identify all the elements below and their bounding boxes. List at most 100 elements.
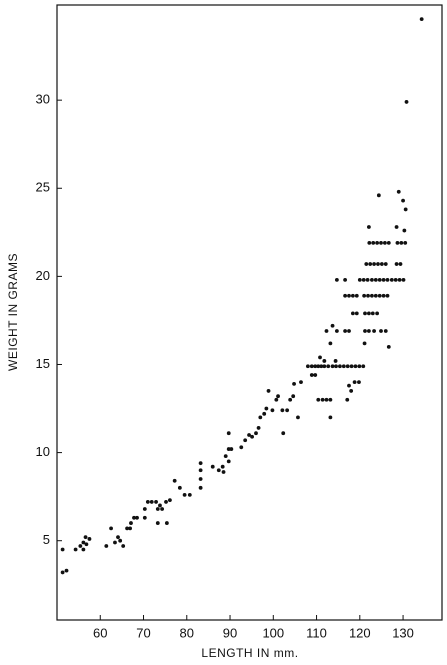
- y-axis-label: WEIGHT IN GRAMS: [6, 253, 20, 371]
- data-point: [367, 240, 372, 245]
- plot-frame: [56, 4, 443, 621]
- y-tick-label: 10: [36, 444, 50, 459]
- data-point: [266, 389, 271, 393]
- data-point: [326, 364, 331, 369]
- data-point: [198, 468, 203, 473]
- data-point: [379, 329, 383, 333]
- data-point: [370, 293, 374, 298]
- x-axis-label: LENGTH IN mm.: [201, 646, 298, 660]
- data-point: [370, 277, 374, 282]
- data-point: [81, 547, 86, 552]
- data-point: [403, 207, 408, 212]
- data-point: [354, 293, 359, 298]
- y-tick-label: 15: [36, 356, 50, 371]
- data-point: [129, 521, 133, 525]
- data-point: [330, 364, 335, 369]
- data-point: [364, 262, 369, 266]
- data-point: [343, 329, 348, 333]
- data-point: [182, 492, 187, 497]
- data-point: [164, 521, 169, 525]
- data-point: [394, 262, 399, 266]
- data-point: [198, 477, 203, 481]
- data-point: [113, 540, 117, 545]
- data-point: [142, 507, 147, 511]
- data-point: [373, 293, 378, 298]
- data-point: [403, 240, 408, 245]
- data-point: [333, 359, 338, 363]
- data-point: [354, 311, 359, 316]
- data-point: [84, 542, 89, 547]
- data-point: [285, 408, 290, 413]
- data-point: [347, 383, 351, 388]
- data-point: [402, 228, 407, 233]
- data-point: [375, 311, 380, 316]
- data-point: [280, 408, 285, 413]
- data-point: [377, 277, 382, 282]
- data-point: [361, 277, 366, 282]
- data-point: [149, 500, 154, 504]
- data-point: [155, 521, 160, 525]
- data-point: [366, 225, 371, 229]
- data-point: [73, 547, 78, 552]
- data-point: [198, 485, 203, 490]
- data-point: [350, 293, 355, 298]
- data-point: [350, 311, 355, 316]
- data-point: [313, 364, 318, 369]
- data-point: [135, 515, 139, 520]
- data-point: [328, 415, 333, 420]
- y-tick-label: 20: [36, 268, 50, 283]
- data-point: [379, 240, 383, 245]
- data-point: [345, 364, 350, 369]
- data-point: [376, 193, 381, 198]
- data-point: [334, 329, 339, 333]
- data-point: [389, 277, 394, 282]
- data-point: [397, 277, 402, 282]
- data-point: [338, 364, 342, 369]
- data-point: [239, 445, 244, 450]
- data-point: [363, 329, 367, 333]
- data-point: [274, 397, 279, 402]
- data-point: [345, 397, 350, 402]
- data-point: [385, 277, 390, 282]
- data-point: [366, 293, 370, 298]
- data-point: [347, 293, 351, 298]
- data-point: [128, 526, 133, 531]
- data-point: [142, 515, 147, 520]
- data-point: [362, 341, 367, 346]
- data-point: [299, 380, 303, 385]
- data-point: [377, 293, 382, 298]
- data-point: [60, 547, 65, 552]
- data-point: [309, 373, 314, 377]
- data-point: [330, 323, 335, 328]
- data-point: [383, 262, 388, 266]
- data-point: [324, 397, 329, 402]
- data-point: [221, 470, 226, 474]
- data-point: [60, 570, 65, 575]
- data-point: [220, 464, 225, 469]
- data-point: [379, 262, 384, 266]
- x-tick-label: 120: [349, 625, 371, 640]
- data-point: [318, 355, 322, 360]
- y-tick-label: 25: [36, 180, 50, 195]
- data-point: [401, 277, 406, 282]
- data-point: [270, 408, 275, 413]
- data-point: [160, 507, 165, 511]
- data-point: [382, 240, 387, 245]
- data-point: [343, 277, 348, 282]
- data-point: [247, 433, 251, 437]
- x-tick-label: 80: [180, 625, 194, 640]
- data-point: [401, 198, 405, 203]
- data-point: [264, 406, 269, 411]
- data-point: [145, 500, 150, 504]
- data-point: [349, 389, 354, 393]
- data-point: [398, 262, 403, 266]
- data-point: [373, 277, 378, 282]
- data-point: [322, 359, 327, 363]
- data-point: [291, 394, 296, 399]
- data-point: [229, 447, 234, 451]
- x-tick-label: 70: [136, 625, 150, 640]
- data-point: [210, 464, 215, 469]
- data-point: [357, 277, 362, 282]
- data-point: [164, 500, 168, 504]
